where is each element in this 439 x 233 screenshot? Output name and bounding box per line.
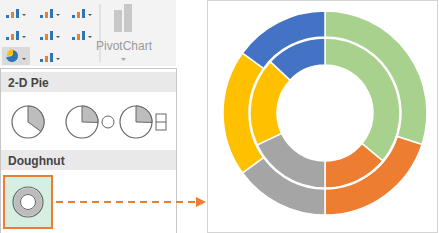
section-title: 2-D Pie (8, 76, 49, 90)
pivotchart-label: PivotChart (96, 39, 153, 53)
icon-bar (45, 12, 48, 18)
doughnut-option[interactable] (4, 176, 52, 228)
selection-box (4, 176, 52, 228)
icon-bar (72, 15, 75, 18)
ribbon-icon[interactable] (2, 47, 30, 65)
pie-option[interactable] (66, 106, 114, 138)
pie-option[interactable] (120, 106, 166, 138)
section-header (1, 72, 176, 92)
ribbon-icon[interactable] (72, 31, 92, 40)
icon-dropdown (22, 58, 26, 60)
pie-icon-slice (136, 106, 152, 122)
icon-bar (77, 34, 80, 40)
doughnut-icon (13, 187, 43, 217)
icon-pie (6, 50, 18, 62)
pie-icon (120, 106, 152, 138)
bar-sub-icon (156, 114, 166, 130)
pivotchart-icon (124, 4, 132, 32)
section-title: Doughnut (8, 154, 65, 168)
icon-bar (45, 56, 48, 62)
section-header (1, 150, 176, 170)
bar-sub-line (156, 122, 166, 123)
chart-menu: 2-D Pie Doughnut (1, 69, 177, 233)
doughnut-slice (325, 144, 383, 188)
doughnut-chart (223, 11, 427, 215)
doughnut-icon-ring (17, 191, 39, 213)
doughnut-icon-hole (21, 195, 36, 210)
pie-icon (66, 106, 98, 138)
ribbon: PivotChart (0, 0, 176, 66)
icon-dropdown (56, 14, 60, 16)
doughnut-ring (250, 38, 400, 188)
pie-icon-slice (28, 106, 44, 131)
ribbon-icon[interactable] (6, 31, 26, 40)
icon-bar (82, 31, 85, 40)
arrow-line (56, 201, 198, 203)
doughnut-slice (325, 38, 400, 161)
ribbon-icon[interactable] (40, 53, 60, 62)
icon-bar (6, 15, 9, 18)
pie-option[interactable] (12, 106, 44, 138)
icon-dropdown (88, 14, 92, 16)
ribbon-icon[interactable] (40, 31, 60, 40)
pivotchart-dropdown (121, 58, 126, 61)
ribbon-icon[interactable] (6, 9, 26, 18)
icon-bar (50, 9, 53, 18)
icon-bar (11, 12, 14, 18)
icon-bar (16, 9, 19, 18)
menu-background (1, 69, 177, 233)
icon-dropdown (56, 36, 60, 38)
icon-dropdown (88, 36, 92, 38)
icon-bar (82, 9, 85, 18)
icon-pie-slice (7, 49, 13, 56)
icon-bar (77, 12, 80, 18)
pivotchart-button[interactable]: PivotChart (96, 4, 153, 61)
pie-icon-slice (82, 106, 98, 122)
doughnut-slice (270, 38, 325, 80)
icon-bar (45, 34, 48, 40)
arrow-head (196, 197, 206, 207)
ribbon-icon[interactable] (40, 9, 60, 18)
icon-bar (6, 37, 9, 40)
icon-dropdown (22, 36, 26, 38)
pivotchart-icon (114, 10, 122, 32)
icon-bar (40, 59, 43, 62)
ribbon-background (0, 0, 176, 66)
icon-bar (50, 31, 53, 40)
icon-bar (72, 37, 75, 40)
screenshot: PivotChart 2-D Pie Doughnut (0, 0, 439, 233)
ribbon-separator (100, 4, 101, 62)
icon-dropdown (56, 58, 60, 60)
pie-icon (12, 106, 44, 138)
chart-frame (208, 1, 438, 233)
pie-sub-icon (102, 116, 114, 128)
doughnut-ring (223, 11, 427, 215)
icon-bar (40, 37, 43, 40)
doughnut-slice (257, 133, 325, 188)
ribbon-icon[interactable] (72, 9, 92, 18)
icon-highlight (2, 47, 30, 65)
icon-bar (11, 34, 14, 40)
icon-bar (16, 31, 19, 40)
icon-bar (50, 53, 53, 62)
icon-dropdown (22, 14, 26, 16)
icon-bar (40, 15, 43, 18)
